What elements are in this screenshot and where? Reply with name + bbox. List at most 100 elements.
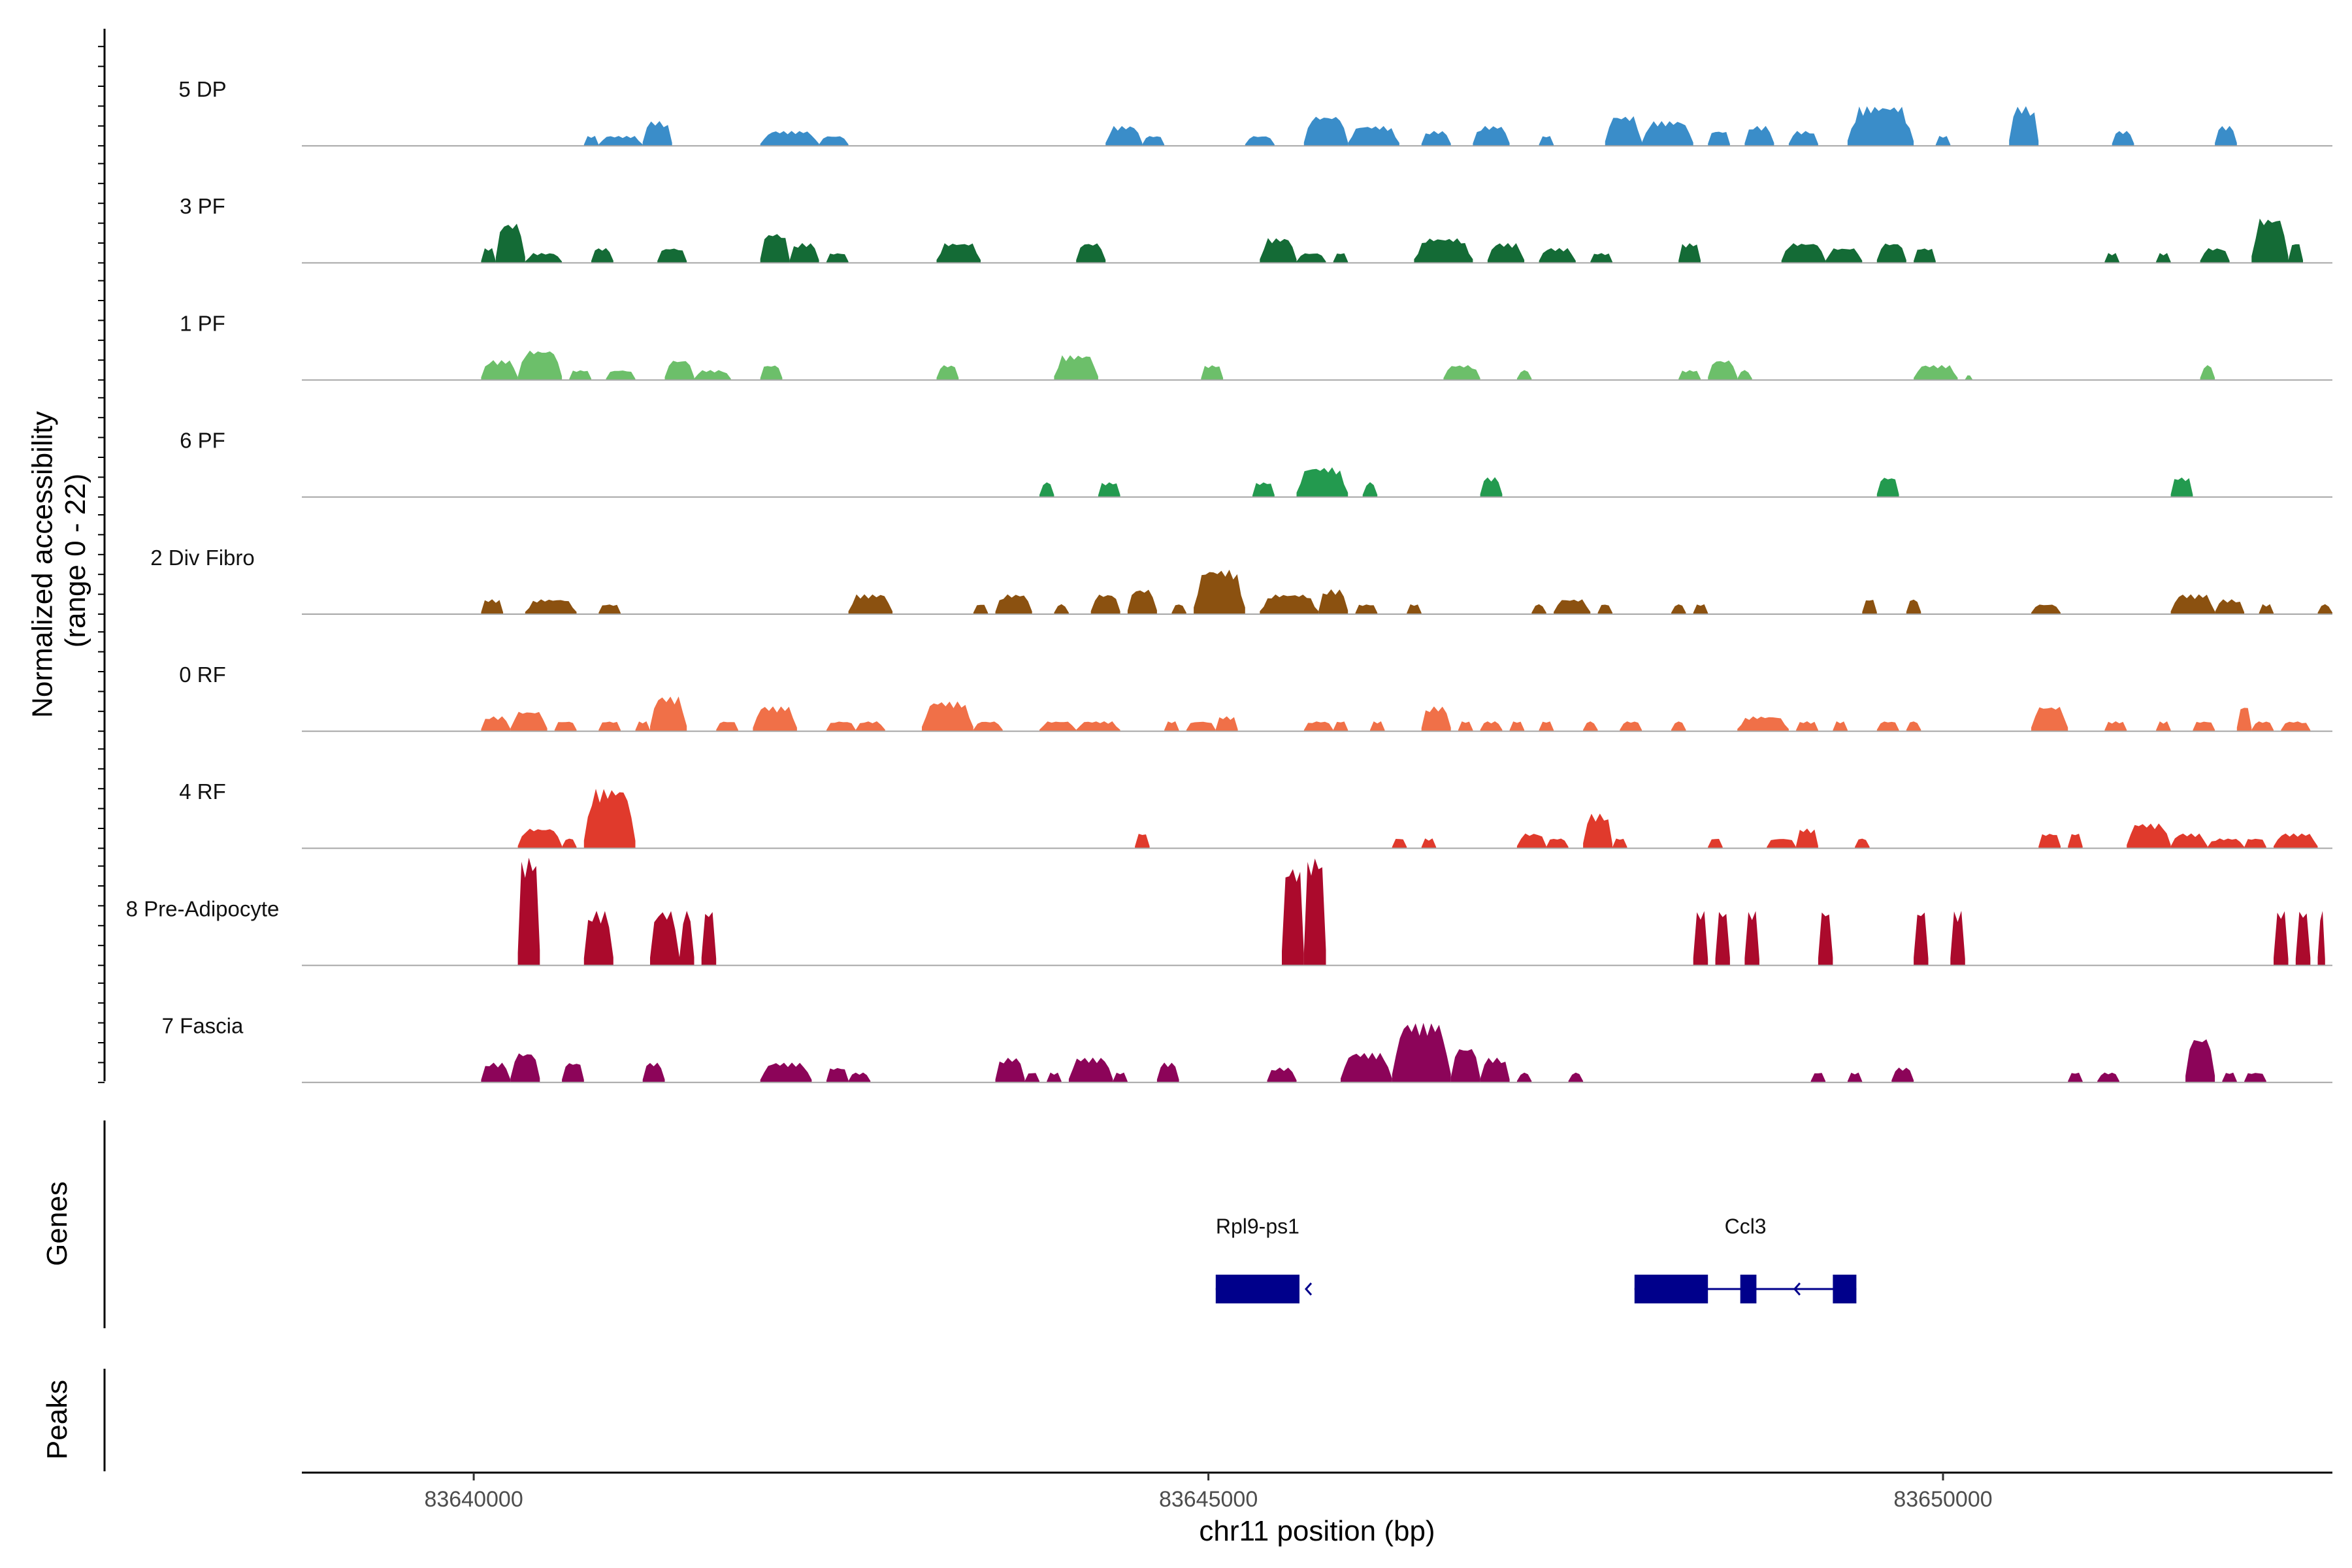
- coverage-peak: [650, 911, 679, 966]
- coverage-peak: [2038, 834, 2061, 849]
- gene-annotations: Rpl9-ps1 Ccl3: [1215, 1215, 1857, 1303]
- coverage-peak: [2031, 604, 2061, 614]
- coverage-peak: [650, 696, 687, 732]
- peaks-panel-title: Peaks: [41, 1380, 73, 1460]
- coverage-peak: [1678, 243, 1701, 263]
- coverage-peak: [1414, 238, 1473, 263]
- track-label: 5 DP: [178, 77, 226, 101]
- coverage-peak: [1039, 482, 1054, 497]
- coverage-peak: [1076, 243, 1106, 263]
- coverage-peak: [716, 721, 738, 732]
- coverage-peak: [2295, 911, 2311, 966]
- track-label: 3 PF: [180, 194, 225, 218]
- gene-ccl3: Ccl3: [1634, 1215, 1857, 1303]
- coverage-peak: [760, 365, 783, 380]
- coverage-y-ticks: [98, 46, 105, 1083]
- coverage-peak: [1516, 833, 1546, 849]
- coverage-peak: [1421, 706, 1451, 732]
- track-1-pf: 1 PF: [180, 311, 2332, 381]
- coverage-peak: [1282, 869, 1304, 966]
- coverage-peak: [1267, 1068, 1297, 1083]
- coverage-peak: [1708, 131, 1730, 146]
- coverage-peak: [1480, 1057, 1510, 1083]
- coverage-peak: [1260, 238, 1297, 263]
- coverage-peak: [2207, 838, 2245, 849]
- coverage-peak: [481, 599, 504, 614]
- track-label: 7 Fascia: [162, 1014, 244, 1038]
- x-axis-ticks: 83640000 83645000 83650000: [424, 1473, 1993, 1512]
- track-label: 8 Pre-Adipocyte: [126, 896, 280, 921]
- coverage-peak: [2222, 1072, 2237, 1083]
- track-4-rf: 4 RF: [179, 779, 2332, 849]
- coverage-peak: [1833, 721, 1848, 732]
- coverage-peak: [495, 223, 525, 263]
- coverage-peak: [1516, 1072, 1532, 1083]
- coverage-peak: [1546, 838, 1569, 849]
- gene-rpl9-ps1: Rpl9-ps1: [1215, 1215, 1313, 1303]
- coverage-peak: [2274, 833, 2318, 849]
- coverage-peak: [1303, 858, 1326, 966]
- coverage-peak: [2244, 838, 2266, 849]
- coverage-peak: [1487, 243, 1525, 263]
- coverage-peak: [1194, 570, 1245, 614]
- coverage-peak: [936, 243, 981, 263]
- coverage-peak: [598, 721, 621, 732]
- coverage-peak: [525, 253, 563, 263]
- coverage-peak: [2097, 1072, 2119, 1083]
- coverage-peak: [1407, 604, 1422, 614]
- coverage-peak: [1914, 248, 1936, 263]
- coverage-peak: [1142, 136, 1165, 146]
- coverage-peak: [1678, 370, 1701, 380]
- coverage-peak: [1906, 599, 1921, 614]
- coverage-peak: [819, 136, 849, 146]
- coverage-peak: [1876, 243, 1906, 263]
- coverage-peak: [1303, 116, 1348, 146]
- coverage-peak: [1450, 1049, 1480, 1083]
- coverage-peak: [1296, 467, 1348, 497]
- coverage-peak: [1847, 1072, 1863, 1083]
- coverage-peak: [760, 131, 819, 146]
- coverage-peak: [1054, 604, 1069, 614]
- coverage-peak: [1135, 834, 1150, 849]
- coverage-peak: [1333, 721, 1348, 732]
- coverage-peak: [1539, 136, 1554, 146]
- coverage-peak: [1215, 716, 1238, 732]
- coverage-peak: [1583, 813, 1612, 849]
- coverage-peak: [1348, 125, 1399, 146]
- coverage-peak: [936, 365, 959, 380]
- coverage-peak: [1737, 370, 1752, 380]
- coverage-peak: [2259, 604, 2274, 614]
- coverage-peak: [1480, 477, 1503, 497]
- coverage-peak: [1554, 599, 1591, 614]
- coverage-peak: [1612, 838, 1627, 849]
- coverage-peak: [1847, 106, 1914, 146]
- coverage-peak: [1825, 248, 1863, 263]
- track-label: 6 PF: [180, 429, 225, 453]
- track-7-fascia: 7 Fascia: [162, 1014, 2332, 1083]
- gene-label: Ccl3: [1725, 1215, 1767, 1238]
- coverage-peak: [1767, 839, 1797, 849]
- coverage-peak: [826, 1068, 849, 1083]
- coverage-peak: [1090, 595, 1120, 614]
- coverage-peak: [1458, 721, 1473, 732]
- coverage-peak: [2156, 721, 2171, 732]
- coverage-peak: [1245, 136, 1275, 146]
- coverage-peak: [2127, 823, 2171, 849]
- coverage-peak: [2170, 594, 2215, 614]
- x-tick-label: 83650000: [1893, 1487, 1992, 1512]
- coverage-peak: [1620, 721, 1642, 732]
- x-tick-label: 83645000: [1159, 1487, 1258, 1512]
- coverage-peak: [2215, 125, 2237, 146]
- coverage-peak: [1318, 589, 1348, 614]
- coverage-peak: [1744, 125, 1774, 146]
- coverage-peak: [517, 857, 540, 966]
- coverage-peak: [1370, 721, 1385, 732]
- coverage-peak: [1818, 912, 1833, 966]
- coverage-peak: [1392, 1022, 1451, 1083]
- coverage-peak: [2112, 131, 2134, 146]
- coverage-peak: [2185, 1039, 2215, 1083]
- x-tick-label: 83640000: [424, 1487, 523, 1512]
- coverage-peak: [606, 370, 636, 380]
- coverage-peak: [1671, 604, 1686, 614]
